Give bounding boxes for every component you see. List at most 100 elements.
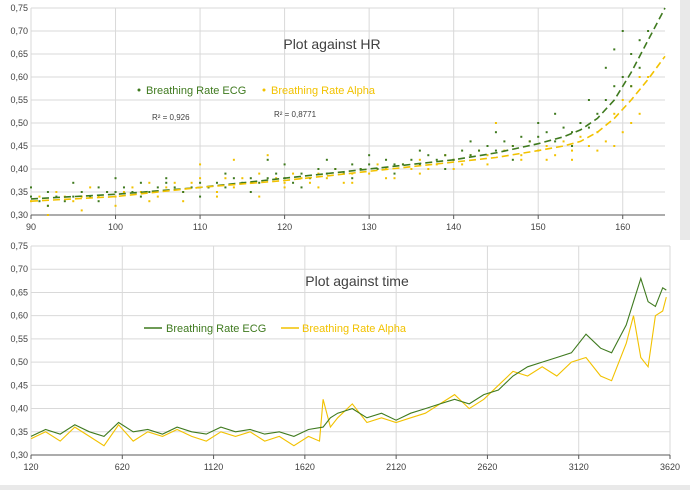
ecg-point: [165, 181, 168, 184]
ecg-point: [72, 181, 75, 184]
ecg-point: [427, 154, 430, 157]
ecg-point: [469, 140, 472, 143]
legend-ecg-label: Breathing Rate ECG: [166, 323, 266, 335]
ecg-point: [359, 168, 362, 170]
x-tick-label: 2120: [386, 462, 406, 472]
r2-alpha: R² = 0,8771: [274, 110, 317, 119]
x-tick-label: 130: [362, 222, 377, 232]
legend-alpha: Breathing Rate Alpha: [262, 85, 376, 97]
alpha-point: [461, 163, 464, 166]
r2-ecg: R² = 0,926: [152, 113, 190, 122]
alpha-point: [410, 168, 413, 170]
ecg-point: [249, 177, 252, 180]
alpha-point: [114, 195, 117, 198]
ecg-point: [165, 177, 168, 180]
alpha-point: [325, 177, 328, 180]
x-tick-label: 150: [531, 222, 546, 232]
x-tick-label: 160: [615, 222, 630, 232]
alpha-point: [300, 177, 303, 180]
ecg-point: [292, 181, 295, 184]
chart-panel-hr: 0,30 0,35 0,40 0,45 0,50 0,55 0,60 0,65 0,70 0,75…: [0, 0, 680, 240]
alpha-point: [427, 168, 430, 170]
ecg-point: [435, 158, 438, 161]
ecg-point: [393, 172, 396, 175]
alpha-point: [613, 112, 616, 115]
ecg-point: [638, 66, 641, 69]
ecg-point: [139, 195, 142, 198]
y-tick-label: 0,75: [10, 3, 28, 13]
y-tick-label: 0,45: [10, 141, 28, 151]
ecg-point: [494, 149, 497, 152]
alpha-point: [494, 122, 497, 124]
ecg-point: [106, 191, 109, 193]
y-tick-label: 0,35: [10, 427, 28, 437]
ecg-point: [630, 53, 633, 55]
x-tick-label: 620: [115, 462, 130, 472]
ecg-point: [190, 186, 193, 189]
ecg-point: [114, 177, 117, 180]
y-tick-label: 0,70: [10, 26, 28, 36]
ecg-point: [122, 186, 125, 189]
alpha-point: [80, 209, 83, 212]
alpha-point: [562, 140, 565, 143]
alpha-point: [418, 172, 421, 175]
ecg-point: [554, 140, 557, 143]
alpha-point: [131, 186, 134, 189]
ecg-point: [469, 154, 472, 157]
alpha-point: [173, 181, 176, 184]
alpha-point: [579, 135, 582, 138]
y-tick-label: 0,40: [10, 404, 28, 414]
ecg-point: [571, 131, 574, 134]
alpha-point: [342, 181, 345, 184]
ecg-point: [520, 135, 523, 138]
alpha-point: [452, 168, 455, 170]
y-tick-label: 0,75: [10, 241, 28, 251]
ecg-point: [528, 140, 531, 143]
ecg-point: [351, 163, 354, 166]
ecg-point: [503, 140, 506, 143]
y-tick-label: 0,55: [10, 334, 28, 344]
ecg-point: [351, 177, 354, 180]
x-tick-label: 90: [26, 222, 36, 232]
alpha-point: [199, 163, 202, 166]
y-tick-label: 0,65: [10, 287, 28, 297]
alpha-point: [275, 177, 278, 180]
ecg-point: [478, 149, 481, 152]
alpha-point: [114, 204, 117, 207]
ecg-point: [461, 149, 464, 152]
alpha-point: [215, 191, 218, 193]
alpha-point: [215, 195, 218, 198]
alpha-point: [266, 154, 269, 157]
alpha-point: [486, 163, 489, 166]
ecg-point: [266, 177, 269, 180]
alpha-point: [596, 149, 599, 152]
ecg-point: [630, 85, 633, 88]
ecg-point: [410, 158, 413, 161]
chart-panel-time: 0,30 0,35 0,40 0,45 0,50 0,55 0,60 0,65 0,70 0,75…: [0, 240, 690, 485]
ecg-point: [368, 154, 371, 157]
alpha-point: [46, 214, 49, 216]
ecg-point: [182, 191, 185, 193]
y-tick-label: 0,50: [10, 357, 28, 367]
legend-ecg: Breathing Rate ECG: [137, 85, 246, 97]
ecg-line: [30, 276, 667, 438]
y-tick-label: 0,30: [10, 450, 28, 460]
x-tick-label: 2620: [477, 462, 497, 472]
x-tick-label: 1120: [204, 462, 223, 472]
ecg-point: [215, 181, 218, 184]
ecg-point: [97, 186, 100, 189]
alpha-point: [283, 186, 286, 189]
alpha-point: [283, 181, 286, 184]
y-tick-label: 0,70: [10, 264, 28, 274]
alpha-point: [182, 200, 185, 203]
alpha-point: [571, 158, 574, 161]
ecg-point: [199, 195, 202, 198]
y-tick-label: 0,55: [10, 95, 28, 105]
x-tick-label: 3620: [660, 462, 680, 472]
ecg-point: [596, 112, 599, 115]
ecg-point: [139, 181, 142, 184]
ecg-point: [401, 163, 404, 166]
ecg-point: [173, 186, 176, 189]
ecg-point: [444, 154, 447, 157]
chart-time-svg: 0,30 0,35 0,40 0,45 0,50 0,55 0,60 0,65 0,70 0,75…: [10, 241, 680, 472]
